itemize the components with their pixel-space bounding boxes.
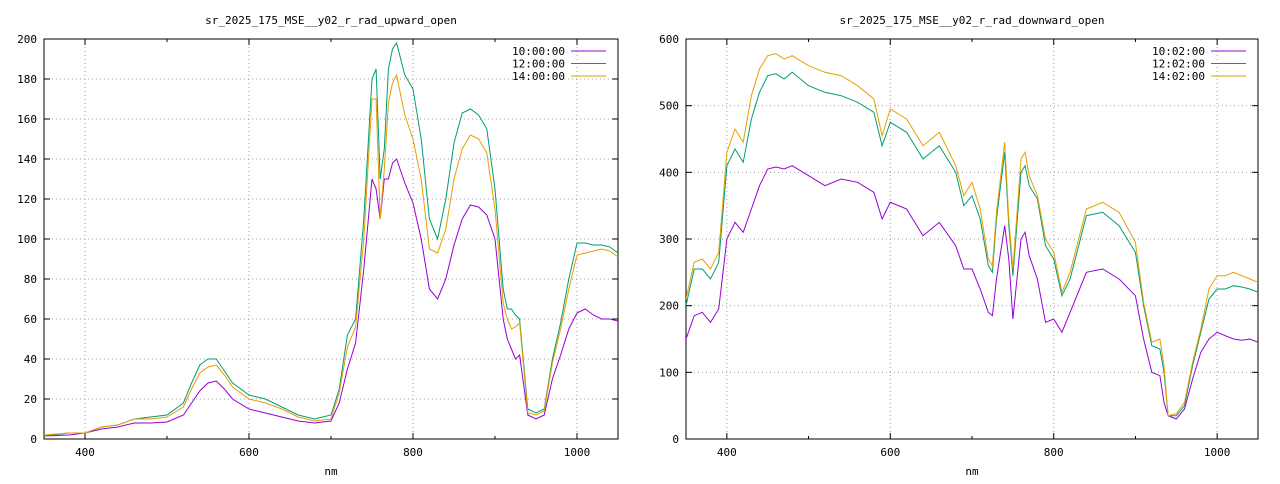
series-line-3 xyxy=(686,53,1258,417)
chart-title: sr_2025_175_MSE__y02_r_rad_downward_open xyxy=(840,14,1105,27)
x-tick-label: 600 xyxy=(239,446,259,459)
legend-label: 10:00:00 xyxy=(512,45,565,58)
x-tick-label: 600 xyxy=(880,446,900,459)
x-tick-label: 400 xyxy=(717,446,737,459)
series-line-1 xyxy=(686,165,1258,420)
legend-label: 12:00:00 xyxy=(512,58,565,71)
x-tick-label: 800 xyxy=(1044,446,1064,459)
x-axis-label: nm xyxy=(324,465,338,478)
series-line-1 xyxy=(44,158,618,437)
legend-label: 12:02:00 xyxy=(1152,58,1205,71)
y-tick-label: 140 xyxy=(17,153,37,166)
y-tick-label: 400 xyxy=(659,166,679,179)
x-tick-label: 1000 xyxy=(1204,446,1231,459)
legend-label: 10:02:00 xyxy=(1152,45,1205,58)
legend-label: 14:00:00 xyxy=(512,70,565,83)
y-tick-label: 0 xyxy=(30,433,37,446)
chart-1: sr_2025_175_MSE__y02_r_rad_upward_open 0 2… xyxy=(17,14,619,478)
chart-title: sr_2025_175_MSE__y02_r_rad_upward_open xyxy=(205,14,457,27)
y-tick-label: 600 xyxy=(659,33,679,46)
y-tick-label: 60 xyxy=(24,313,37,326)
series-line-3 xyxy=(44,73,618,436)
y-tick-label: 0 xyxy=(672,433,679,446)
x-axis-label: nm xyxy=(965,465,979,478)
y-tick-label: 180 xyxy=(17,73,37,86)
series-line-2 xyxy=(44,41,618,437)
chart-2: sr_2025_175_MSE__y02_r_rad_downward_open… xyxy=(659,14,1259,478)
y-tick-label: 40 xyxy=(24,353,37,366)
y-tick-label: 200 xyxy=(659,300,679,313)
legend-label: 14:02:00 xyxy=(1152,70,1205,83)
y-tick-label: 160 xyxy=(17,113,37,126)
x-tick-label: 800 xyxy=(403,446,423,459)
y-tick-label: 300 xyxy=(659,233,679,246)
x-tick-label: 400 xyxy=(75,446,95,459)
x-tick-label: 1000 xyxy=(564,446,591,459)
y-tick-label: 500 xyxy=(659,100,679,113)
y-tick-label: 80 xyxy=(24,273,37,286)
y-tick-label: 100 xyxy=(17,233,37,246)
y-tick-label: 20 xyxy=(24,393,37,406)
y-tick-label: 120 xyxy=(17,193,37,206)
y-tick-label: 200 xyxy=(17,33,37,46)
y-tick-label: 100 xyxy=(659,366,679,379)
series-line-2 xyxy=(686,71,1258,417)
